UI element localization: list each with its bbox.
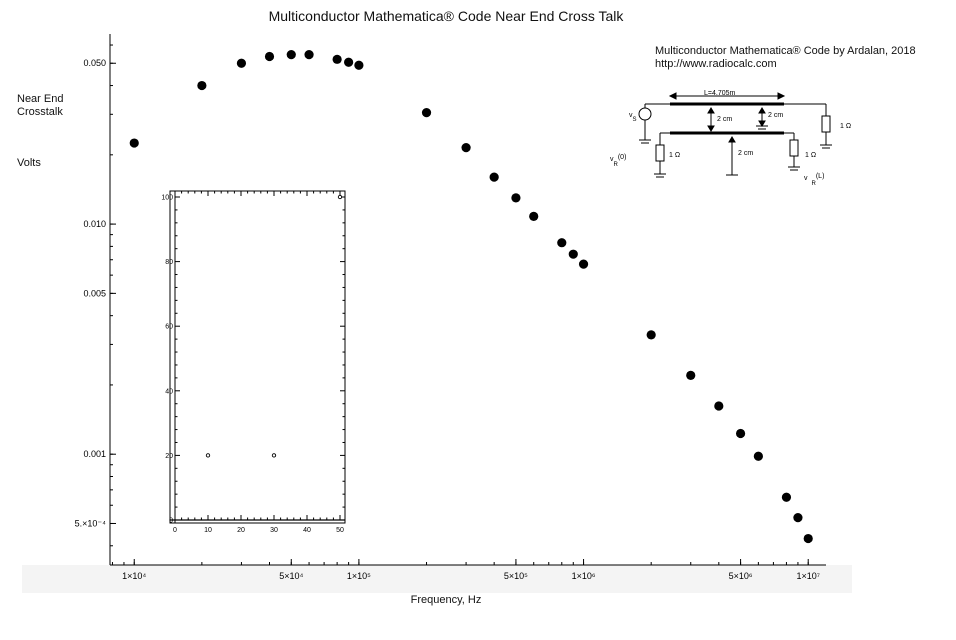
near-end-voltage-label: vR(0)	[610, 154, 626, 168]
inset-data-point	[337, 194, 343, 200]
data-point	[264, 51, 275, 62]
x-tick-label: 1×10⁴	[122, 571, 146, 581]
data-point	[578, 259, 589, 269]
data-point	[646, 330, 656, 340]
x-axis-label: Frequency, Hz	[410, 594, 482, 606]
y-tick-label: 0.001	[83, 449, 106, 459]
inset-y-tick-label: 60	[165, 324, 173, 331]
data-point	[286, 50, 296, 60]
data-point	[793, 513, 803, 523]
voltage-source-icon	[638, 107, 652, 121]
y-tick-label: 0.010	[83, 219, 106, 229]
far-end-voltage-label: vR(L)	[804, 173, 824, 187]
data-point	[568, 249, 578, 259]
data-point	[421, 108, 432, 118]
inset-y-tick-label: 100	[161, 195, 173, 202]
x-tick-label: 1×10⁷	[796, 571, 820, 581]
data-point	[304, 50, 314, 60]
transmission-line-diagram: L=4.705m vS 1 Ω 2 cm 2 cm	[610, 90, 851, 187]
x-ticks: 1×10⁴ 5×10⁴ 1×10⁵ 5×10⁵ 1×10⁶ 5×10⁶ 1×10⁷	[111, 559, 820, 581]
spacing-label: 2 cm	[717, 116, 732, 123]
inset-x-tick-label: 10	[204, 527, 212, 534]
data-point	[511, 193, 521, 203]
data-point	[344, 57, 354, 67]
inset-x-tick-label: 0	[173, 527, 177, 534]
inset-data-point	[205, 453, 211, 458]
data-point	[714, 401, 724, 411]
inset-y-tick-label: 80	[165, 259, 173, 266]
inset-data-points	[205, 194, 343, 458]
data-point	[753, 451, 763, 461]
y-tick-label: 0.050	[83, 58, 106, 68]
data-point	[354, 60, 364, 70]
length-label: L=4.705m	[704, 90, 735, 97]
spacing-label: 2 cm	[738, 150, 753, 157]
inset-x-tick-label: 50	[336, 527, 344, 534]
data-point	[236, 58, 247, 68]
x-tick-label: 5×10⁴	[279, 571, 303, 581]
resistor-label: 1 Ω	[669, 152, 680, 159]
data-point	[781, 492, 792, 502]
credit-text: Multiconductor Mathematica® Code by Arda…	[655, 45, 916, 71]
length-arrow-left	[668, 92, 677, 100]
data-point	[461, 142, 471, 153]
inset-x-tick-label: 20	[237, 527, 245, 534]
y-ticks: 5.×10⁻⁴ 0.001 0.005 0.010 0.050	[75, 44, 116, 547]
resistor-label: 1 Ω	[805, 152, 816, 159]
resistor-icon	[789, 139, 799, 157]
y-axis-label: Near End Crosstalk	[17, 93, 63, 119]
data-point	[557, 238, 567, 248]
x-tick-label: 5×10⁶	[729, 571, 753, 581]
y-axis-label-line-2: Crosstalk	[17, 106, 63, 118]
spacing-label: 2 cm	[768, 112, 783, 119]
y-axis-label-line-1: Near End	[17, 93, 64, 105]
data-point	[489, 172, 499, 182]
credit-line-author: Multiconductor Mathematica® Code by Arda…	[655, 45, 916, 57]
inset-plot: 0 20 40 60 80 100 0 10 20 30 40 50	[161, 190, 346, 534]
inset-y-tick-label: 40	[165, 388, 173, 395]
y-axis-units-label: Volts	[17, 157, 41, 169]
data-point	[197, 80, 207, 91]
chart-title: Multiconductor Mathematica® Code Near En…	[268, 8, 624, 24]
x-tick-label: 5×10⁵	[504, 571, 528, 581]
source-label: vS	[629, 112, 637, 123]
credit-line-url: http://www.radiocalc.com	[655, 58, 777, 70]
data-point	[735, 428, 746, 439]
main-data-points	[129, 50, 813, 544]
inset-y-tick-label: 0	[169, 518, 173, 525]
inset-y-tick-label: 20	[165, 453, 173, 460]
inset-data-point	[271, 453, 277, 458]
inset-x-tick-label: 40	[303, 527, 311, 534]
resistor-icon	[821, 115, 831, 133]
y-tick-label: 5.×10⁻⁴	[75, 518, 107, 528]
data-point	[686, 370, 696, 381]
data-point	[803, 533, 813, 544]
data-point	[129, 138, 139, 148]
bottom-band	[22, 565, 852, 593]
length-arrow-right	[777, 92, 786, 100]
y-tick-label: 0.005	[83, 288, 106, 298]
x-tick-label: 1×10⁶	[572, 571, 596, 581]
inset-frame	[169, 190, 346, 524]
data-point	[529, 211, 539, 221]
resistor-label: 1 Ω	[840, 123, 851, 130]
resistor-icon	[655, 144, 665, 162]
inset-x-tick-label: 30	[270, 527, 278, 534]
x-tick-label: 1×10⁵	[347, 571, 371, 581]
data-point	[332, 54, 342, 64]
